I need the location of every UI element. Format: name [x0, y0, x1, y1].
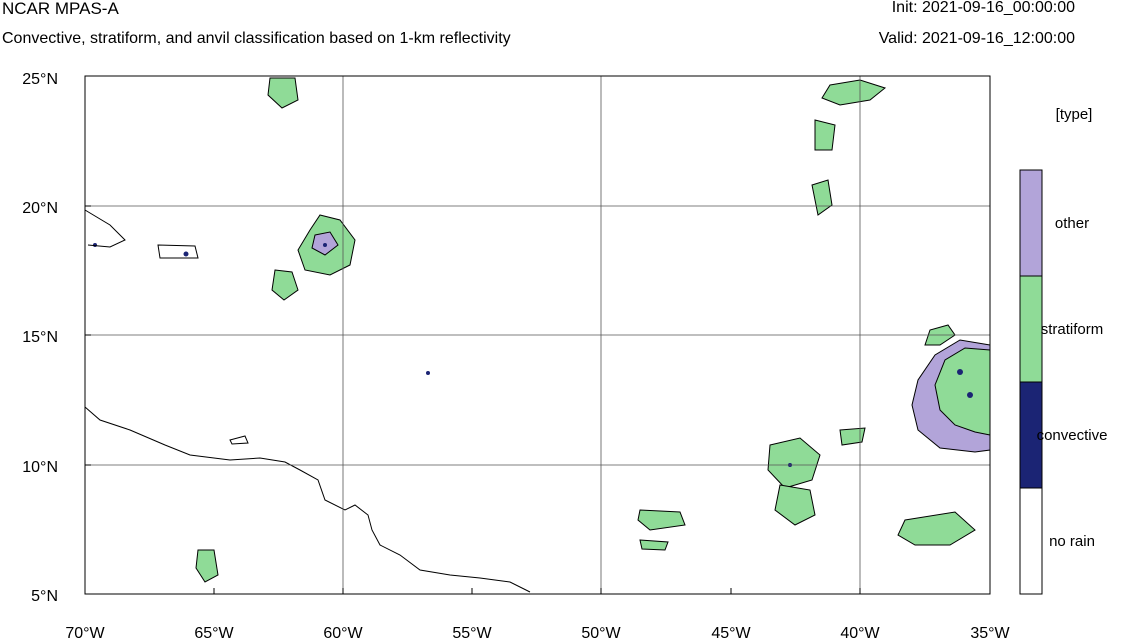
lon-tick-label: 60°W: [323, 625, 363, 641]
precip-stratiform-area: [934, 347, 991, 436]
colorbar-title: [type]: [1055, 106, 1093, 123]
precip-convective-cell: [93, 243, 97, 247]
colorbar: [1019, 169, 1043, 595]
lat-tick-label: 10°N: [22, 459, 58, 476]
colorbar-label-other: other: [1054, 215, 1090, 232]
precip-stratiform-area: [271, 269, 299, 301]
lon-tick-label: 40°W: [840, 625, 880, 641]
lat-tick-label: 15°N: [22, 329, 58, 346]
lon-tick-label: 35°W: [970, 625, 1010, 641]
precip-convective-cell: [323, 243, 327, 247]
precip-stratiform-area: [637, 509, 686, 531]
precip-stratiform-area: [897, 511, 976, 546]
south-america-coastline: [84, 406, 531, 593]
precip-stratiform-area: [839, 427, 866, 446]
precip-stratiform-area: [811, 179, 833, 216]
precip-stratiform-area: [814, 119, 836, 151]
precip-convective-cell: [967, 392, 973, 398]
precip-convective-cell: [426, 371, 430, 375]
puerto-rico-outline: [157, 244, 199, 259]
figure-subtitle: Convective, stratiform, and anvil classi…: [2, 30, 511, 47]
lat-tick-label: 25°N: [22, 71, 58, 88]
coastline-layer: [84, 209, 531, 593]
colorbar-swatch-no-rain: [1019, 487, 1043, 595]
figure-title: NCAR MPAS-A: [2, 0, 119, 18]
lon-tick-label: 50°W: [581, 625, 621, 641]
colorbar-label-convective: convective: [1036, 427, 1108, 444]
lon-tick-label: 70°W: [65, 625, 105, 641]
lon-tick-label: 65°W: [194, 625, 234, 641]
trinidad-outline: [229, 435, 249, 445]
precip-stratiform-area: [767, 437, 821, 489]
graticule: [85, 76, 990, 594]
precip-stratiform-area: [821, 79, 887, 106]
colorbar-label-stratiform: stratiform: [1040, 321, 1104, 338]
precip-convective-cell: [183, 251, 189, 257]
valid-time: Valid: 2021-09-16_12:00:00: [878, 30, 1075, 47]
init-time: Init: 2021-09-16_00:00:00: [891, 0, 1075, 16]
lat-tick-label: 5°N: [31, 588, 58, 605]
precip-stratiform-area: [639, 539, 669, 551]
colorbar-label-no-rain: no rain: [1049, 533, 1095, 550]
lat-tick-label: 20°N: [22, 200, 58, 217]
precip-convective-cell: [957, 369, 963, 375]
precip-stratiform-area: [267, 77, 299, 109]
precip-layer: [93, 77, 991, 583]
precip-stratiform-area: [195, 549, 219, 583]
precip-stratiform-area: [774, 484, 816, 526]
axis-ticks: [84, 75, 991, 595]
lon-tick-label: 45°W: [711, 625, 751, 641]
lon-tick-label: 55°W: [452, 625, 492, 641]
hispaniola-outline: [84, 209, 126, 248]
